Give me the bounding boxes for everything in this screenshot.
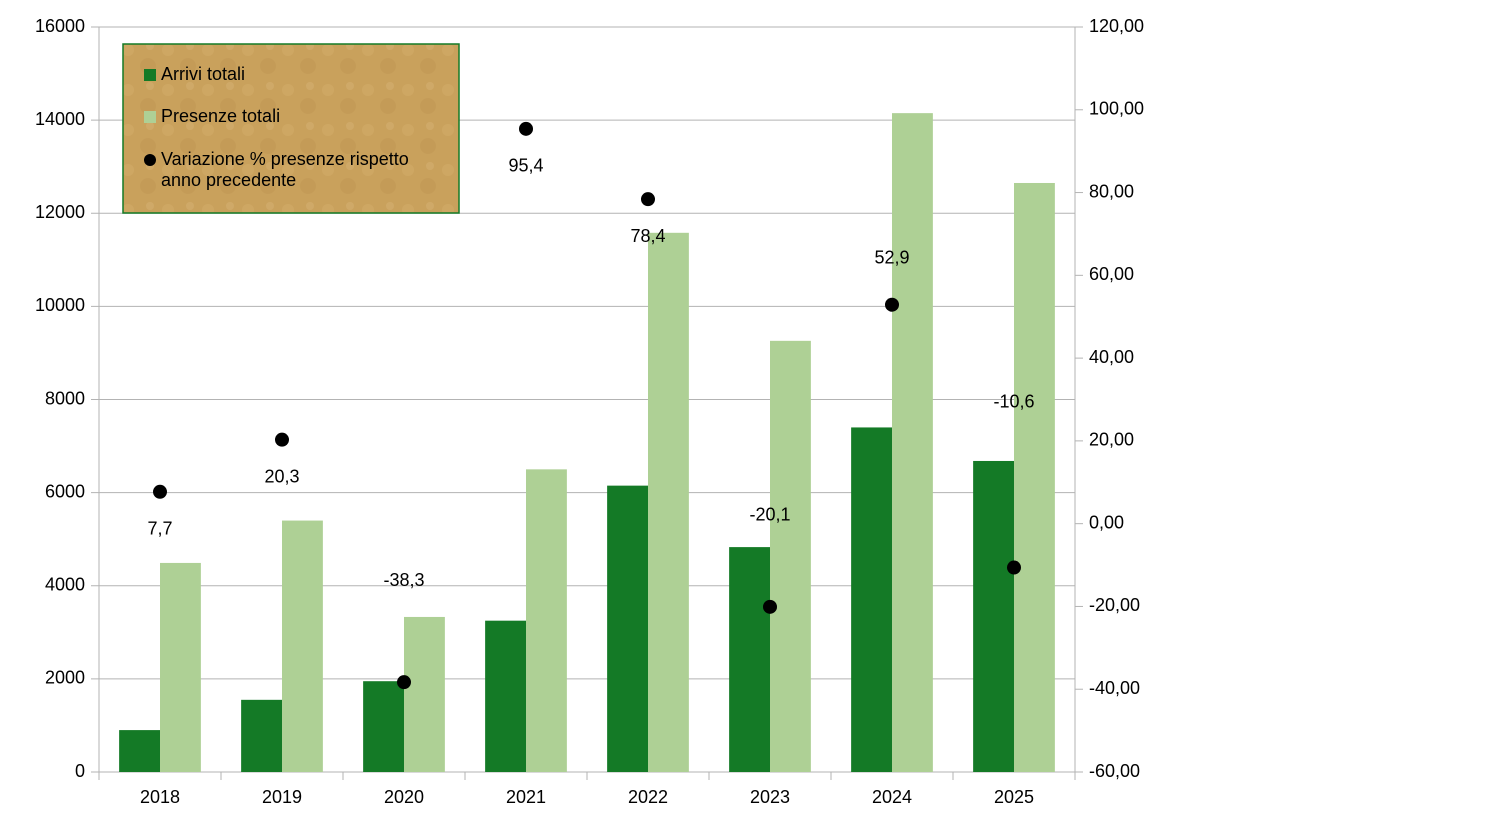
scatter-point bbox=[763, 599, 777, 614]
bar bbox=[851, 427, 892, 772]
bar bbox=[526, 469, 567, 772]
y-tick-label: 8000 bbox=[45, 388, 85, 408]
y2-tick-label: 0,00 bbox=[1089, 512, 1124, 532]
y-tick-label: 0 bbox=[75, 761, 85, 781]
bar bbox=[404, 616, 445, 772]
legend: Arrivi totali Presenze totali Variazione %… bbox=[122, 43, 460, 214]
y-tick-label: 10000 bbox=[35, 295, 85, 315]
bar bbox=[363, 681, 404, 772]
data-label: 7,7 bbox=[147, 519, 172, 539]
legend-item: Variazione % presenze rispetto anno prec… bbox=[161, 149, 409, 190]
y2-tick-label: -40,00 bbox=[1089, 678, 1140, 698]
bar bbox=[282, 520, 323, 772]
data-label: 78,4 bbox=[630, 226, 665, 246]
scatter-point bbox=[885, 297, 899, 312]
y2-tick-label: 120,00 bbox=[1089, 16, 1144, 36]
scatter-point bbox=[641, 192, 655, 207]
y2-tick-label: 40,00 bbox=[1089, 347, 1134, 367]
x-tick-label: 2023 bbox=[750, 787, 790, 807]
legend-label: Variazione % presenze rispetto anno prec… bbox=[161, 149, 409, 190]
bar bbox=[241, 699, 282, 772]
bar bbox=[119, 730, 160, 772]
bar bbox=[607, 485, 648, 772]
legend-item: Arrivi totali bbox=[161, 64, 246, 84]
bar bbox=[973, 460, 1014, 772]
scatter-point bbox=[519, 121, 533, 136]
scatter-point bbox=[1007, 560, 1021, 575]
x-tick-label: 2024 bbox=[872, 787, 912, 807]
y-tick-label: 16000 bbox=[35, 16, 85, 36]
y-tick-label: 14000 bbox=[35, 109, 85, 129]
x-tick-label: 2022 bbox=[628, 787, 668, 807]
data-label: 20,3 bbox=[264, 466, 299, 486]
legend-label: Arrivi totali bbox=[161, 64, 246, 84]
scatter-point bbox=[153, 484, 167, 499]
legend-label: Presenze totali bbox=[161, 106, 281, 126]
data-label: 95,4 bbox=[508, 156, 543, 176]
data-label: -20,1 bbox=[749, 505, 790, 525]
bar bbox=[160, 562, 201, 772]
y-tick-label: 4000 bbox=[45, 575, 85, 595]
bar bbox=[1014, 182, 1055, 772]
x-tick-label: 2025 bbox=[994, 787, 1034, 807]
x-tick-label: 2019 bbox=[262, 787, 302, 807]
y-tick-label: 6000 bbox=[45, 481, 85, 501]
legend-item: Presenze totali bbox=[161, 106, 281, 126]
bar bbox=[648, 232, 689, 772]
legend-swatch bbox=[144, 111, 156, 123]
y2-tick-label: 80,00 bbox=[1089, 181, 1134, 201]
y2-tick-label: 20,00 bbox=[1089, 430, 1134, 450]
bar bbox=[485, 620, 526, 772]
data-label: 52,9 bbox=[874, 247, 909, 267]
y2-tick-label: -60,00 bbox=[1089, 761, 1140, 781]
x-tick-label: 2020 bbox=[384, 787, 424, 807]
scatter-point bbox=[275, 432, 289, 447]
bar bbox=[892, 113, 933, 772]
y2-tick-label: -20,00 bbox=[1089, 595, 1140, 615]
y-tick-label: 2000 bbox=[45, 668, 85, 688]
x-tick-label: 2021 bbox=[506, 787, 546, 807]
legend-swatch bbox=[144, 69, 156, 81]
legend-box bbox=[122, 43, 460, 214]
data-label: -38,3 bbox=[383, 570, 424, 590]
data-label: -10,6 bbox=[993, 391, 1034, 411]
y-tick-label: 12000 bbox=[35, 202, 85, 222]
scatter-point bbox=[397, 675, 411, 690]
bar bbox=[770, 340, 811, 772]
x-tick-label: 2018 bbox=[140, 787, 180, 807]
legend-swatch bbox=[144, 154, 156, 166]
y2-tick-label: 60,00 bbox=[1089, 264, 1134, 284]
y2-tick-label: 100,00 bbox=[1089, 99, 1144, 119]
bar bbox=[729, 547, 770, 772]
